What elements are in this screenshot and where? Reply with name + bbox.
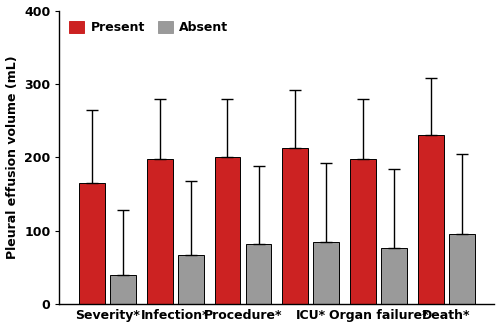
Bar <box>214 157 240 304</box>
Bar <box>314 242 339 304</box>
Bar <box>246 244 272 304</box>
Bar <box>449 234 474 304</box>
Bar <box>110 275 136 304</box>
Bar <box>79 183 105 304</box>
Bar <box>418 135 444 304</box>
Bar <box>381 248 407 304</box>
Bar <box>350 159 376 304</box>
Bar <box>282 149 308 304</box>
Y-axis label: Pleural effusion volume (mL): Pleural effusion volume (mL) <box>6 55 18 259</box>
Legend: Present, Absent: Present, Absent <box>66 17 232 38</box>
Bar <box>147 159 172 304</box>
Bar <box>178 255 204 304</box>
